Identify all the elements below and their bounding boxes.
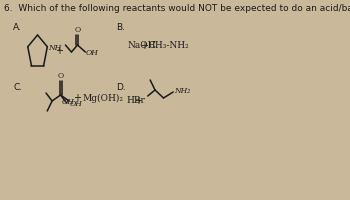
Text: Mg(OH)₂: Mg(OH)₂ [82,93,123,102]
Text: OH: OH [62,98,75,105]
Text: HBr: HBr [126,96,145,105]
Text: +: + [55,46,63,56]
Text: O: O [74,26,80,34]
Text: O: O [58,72,64,80]
Text: OH: OH [70,100,83,107]
Text: +: + [74,93,82,102]
Text: +: + [134,96,142,105]
Text: A.: A. [13,23,22,32]
Text: NaOH: NaOH [127,41,156,50]
Text: NH₂: NH₂ [174,87,190,95]
Text: 6.  Which of the following reactants would NOT be expected to do an acid/base re: 6. Which of the following reactants woul… [4,4,350,13]
Text: OH: OH [86,49,99,57]
Text: B.: B. [116,23,125,32]
Text: NH: NH [48,44,61,51]
Text: CH₃-NH₂: CH₃-NH₂ [149,41,190,50]
Text: D.: D. [116,83,126,92]
Text: +: + [140,41,148,51]
Text: C.: C. [13,83,22,92]
